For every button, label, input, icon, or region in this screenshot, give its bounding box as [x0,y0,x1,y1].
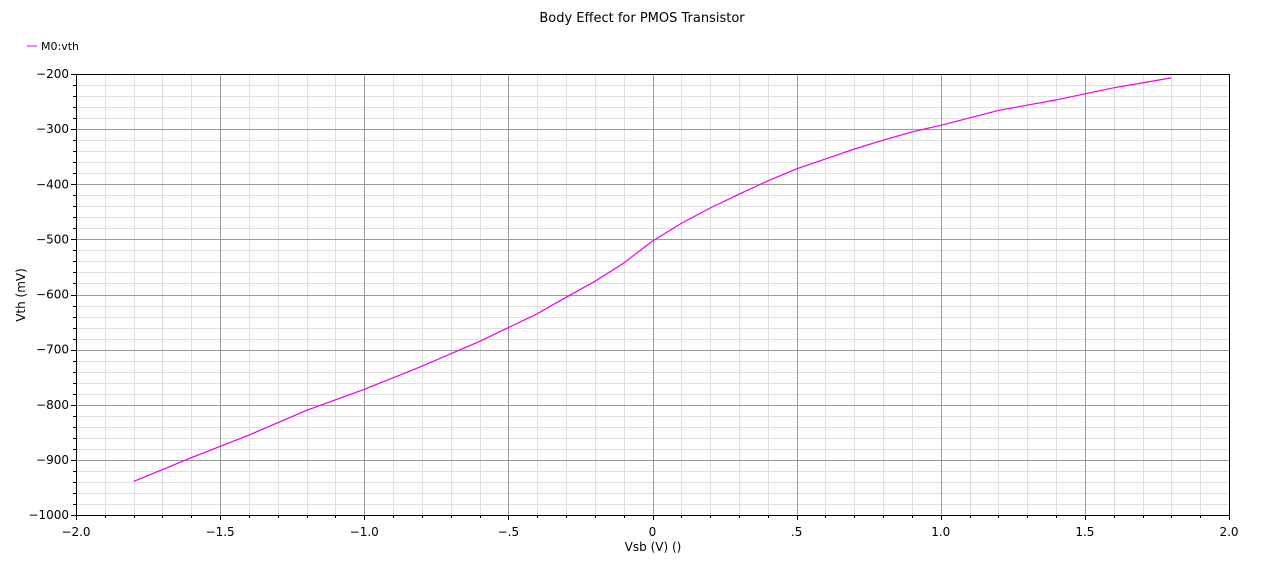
x-tick-label: −2.0 [61,525,90,539]
major-grid [76,74,1230,516]
series-line-m0-vth [133,77,1172,482]
y-tick-label: −500 [36,232,69,246]
y-tick-label: −700 [36,343,69,357]
x-tick-label: .5 [791,525,802,539]
axis-ticks [71,74,1230,520]
y-axis-label: Vth (mV) [14,268,28,322]
x-tick-label: 2.0 [1219,525,1238,539]
y-tick-label: −400 [36,177,69,191]
x-axis-label: Vsb (V) () [625,540,682,554]
y-tick-labels: −200 −300 −400 −500 −600 −700 −800 −900 −1000 [28,67,69,522]
x-tick-labels: −2.0 −1.5 −1.0 −.5 0 .5 1.0 1.5 2.0 [61,525,1238,539]
y-tick-label: −600 [36,288,69,302]
y-tick-label: −200 [36,67,69,81]
x-tick-label: −1.5 [206,525,235,539]
x-tick-label: −1.0 [350,525,379,539]
chart-title: Body Effect for PMOS Transistor [539,11,745,26]
x-tick-label: 1.5 [1075,525,1094,539]
y-tick-label: −1000 [28,508,69,522]
legend: M0:vth [27,40,79,53]
legend-label: M0:vth [41,40,79,53]
y-tick-label: −800 [36,398,69,412]
x-tick-label: 1.0 [931,525,950,539]
y-tick-label: −300 [36,122,69,136]
x-tick-label: −.5 [498,525,520,539]
x-tick-label: 0 [649,525,657,539]
series-layer [133,77,1172,482]
y-tick-label: −900 [36,453,69,467]
